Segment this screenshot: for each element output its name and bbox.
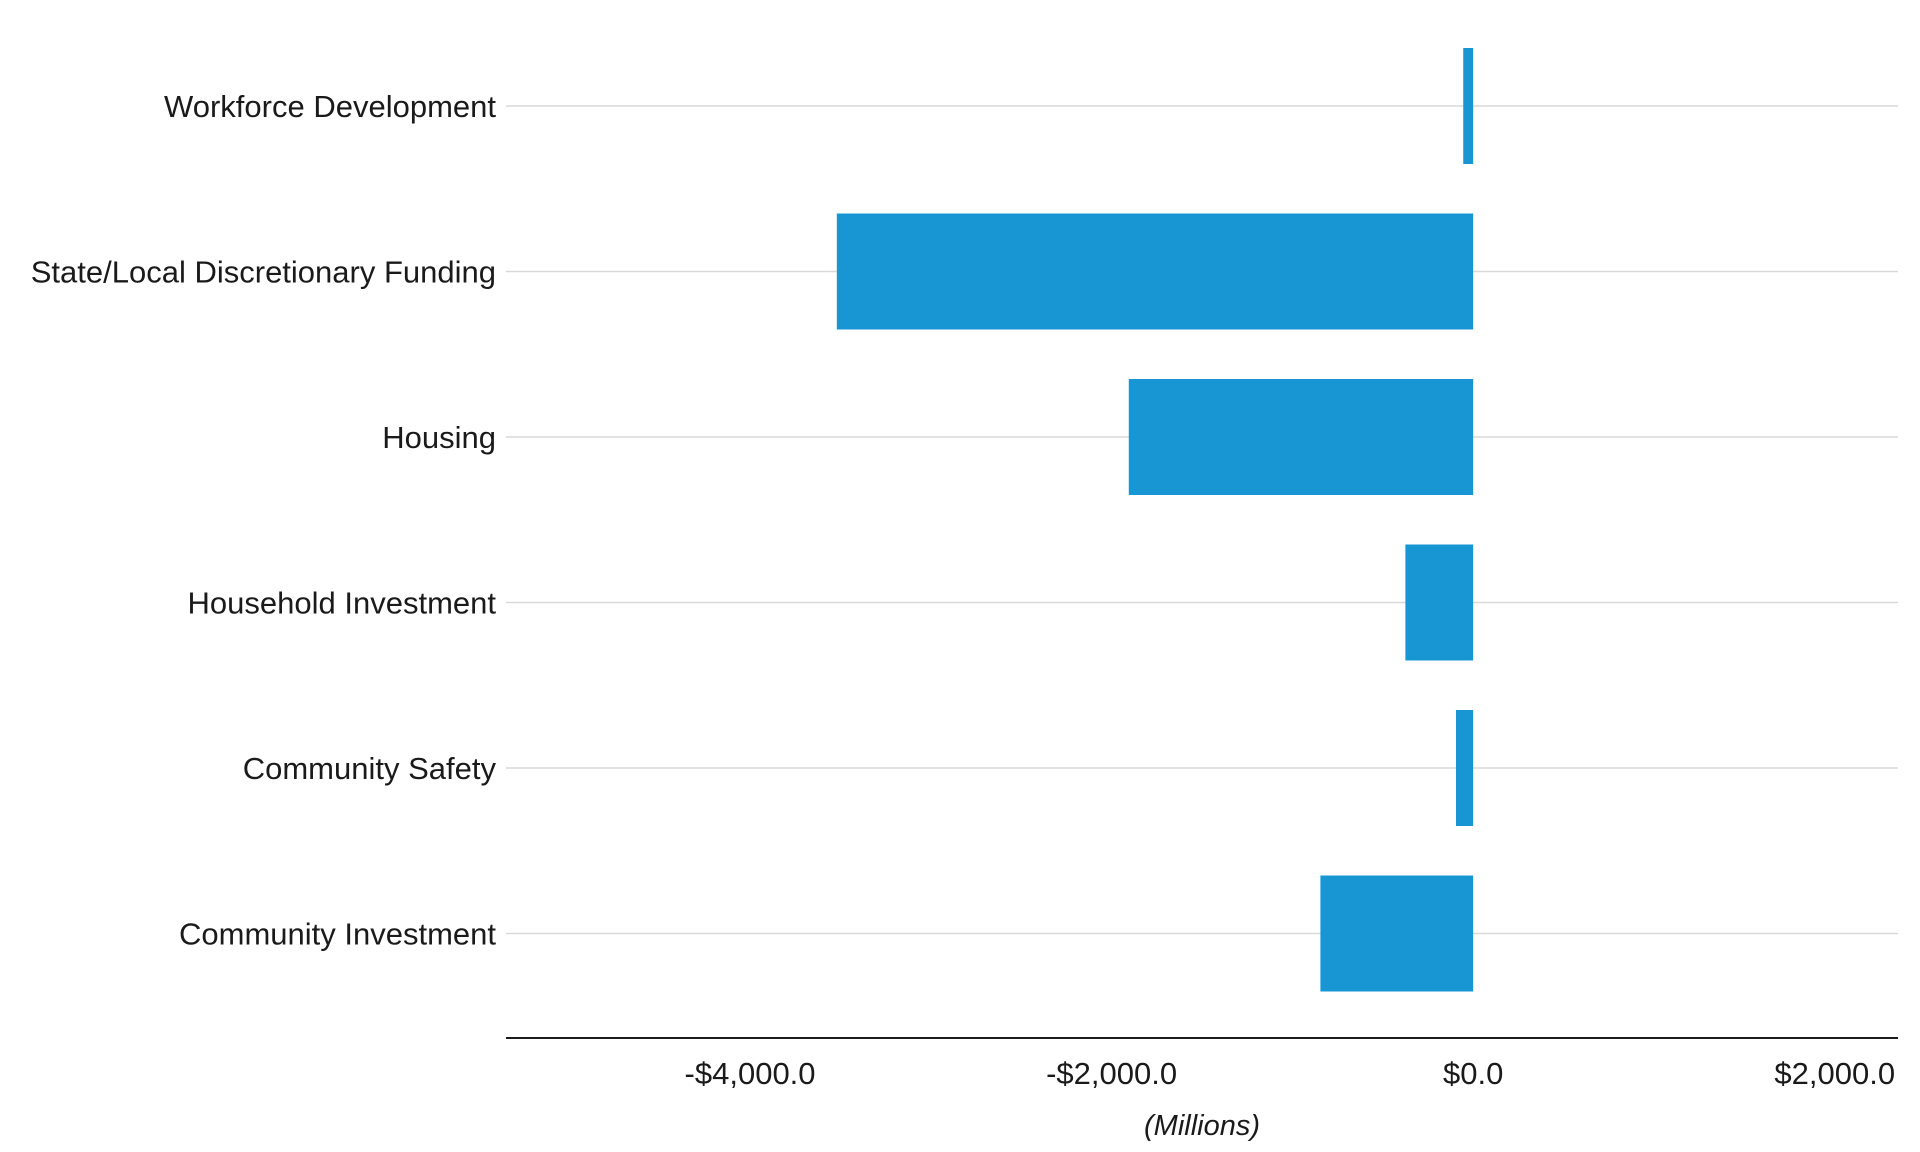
bar-state-local-discretionary-funding [836, 213, 1474, 330]
x-tick-label: -$4,000.0 [685, 1056, 816, 1091]
bar-housing [1128, 379, 1474, 495]
bar-community-safety [1455, 710, 1474, 826]
bars [836, 48, 1474, 992]
bar-community-investment [1320, 875, 1474, 992]
x-tick-label: -$2,000.0 [1046, 1056, 1177, 1091]
bar-household-investment [1405, 544, 1474, 661]
category-labels: Workforce Development State/Local Discret… [31, 89, 497, 952]
category-label: Housing [382, 420, 496, 455]
category-label: Household Investment [188, 586, 497, 621]
category-label: Workforce Development [164, 89, 496, 124]
bar-workforce-development [1463, 48, 1474, 164]
category-label: State/Local Discretionary Funding [31, 255, 496, 290]
category-label: Community Investment [179, 917, 496, 952]
x-tick-label: $0.0 [1443, 1056, 1503, 1091]
category-label: Community Safety [243, 751, 497, 786]
x-tick-labels: -$4,000.0 -$2,000.0 $0.0 $2,000.0 [685, 1056, 1896, 1091]
x-axis-title: (Millions) [1144, 1110, 1260, 1142]
x-tick-label: $2,000.0 [1774, 1056, 1895, 1091]
